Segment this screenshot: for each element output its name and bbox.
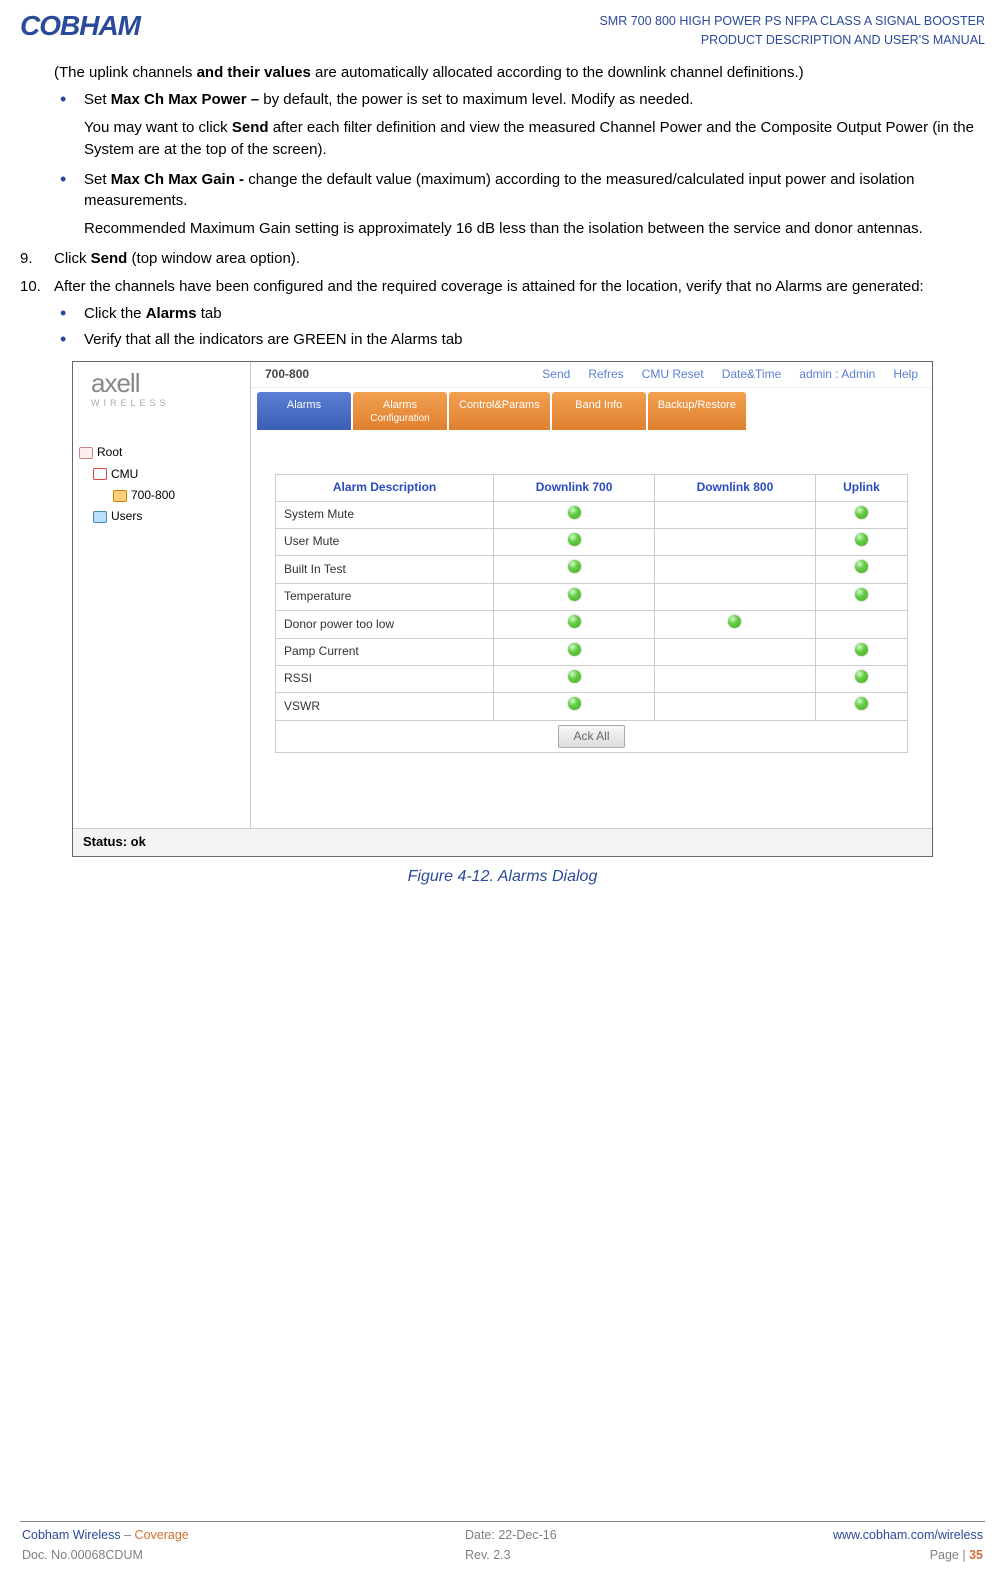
alarm-name: Temperature <box>276 583 494 610</box>
menu-refresh[interactable]: Refres <box>588 366 623 383</box>
intro-para: (The uplink channels and their values ar… <box>54 62 985 84</box>
alarm-name: Pamp Current <box>276 638 494 665</box>
users-icon <box>93 511 107 523</box>
step-10-bullet-1: Click the Alarms tab <box>54 303 985 325</box>
status-dot-icon <box>728 615 741 628</box>
menu-cmu-reset[interactable]: CMU Reset <box>642 366 704 383</box>
doc-title: SMR 700 800 HIGH POWER PS NFPA CLASS A S… <box>599 10 985 50</box>
body-content: (The uplink channels and their values ar… <box>20 62 985 889</box>
tab-backup-restore[interactable]: Backup/Restore <box>648 392 746 430</box>
folder-icon <box>113 490 127 502</box>
figure-caption: Figure 4-12. Alarms Dialog <box>20 865 985 888</box>
step-10: 10. After the channels have been configu… <box>20 276 985 351</box>
status-dot-icon <box>568 588 581 601</box>
menu-date-time[interactable]: Date&Time <box>722 366 782 383</box>
table-row: Pamp Current <box>276 638 908 665</box>
status-dot-icon <box>568 506 581 519</box>
status-dot-icon <box>855 506 868 519</box>
status-dot-icon <box>568 643 581 656</box>
page-footer: Cobham Wireless – Coverage Doc. No.00068… <box>20 1528 985 1570</box>
tab-alarms[interactable]: Alarms <box>257 392 351 430</box>
alarms-panel: Alarm Description Downlink 700 Downlink … <box>251 438 932 828</box>
menu-admin[interactable]: admin : Admin <box>799 366 875 383</box>
axell-logo-sub: WIRELESS <box>91 397 242 410</box>
status-dot-icon <box>568 670 581 683</box>
step-9-number: 9. <box>20 248 50 270</box>
doc-title-line1: SMR 700 800 HIGH POWER PS NFPA CLASS A S… <box>599 12 985 31</box>
alarm-name: Donor power too low <box>276 611 494 638</box>
tree-users[interactable]: Users <box>73 506 250 527</box>
alarm-name: System Mute <box>276 501 494 528</box>
step-9: 9. Click Send (top window area option). <box>20 248 985 270</box>
status-bar: Status: ok <box>73 828 932 856</box>
tab-control-params[interactable]: Control&Params <box>449 392 550 430</box>
alarm-name: RSSI <box>276 665 494 692</box>
alarm-name: Built In Test <box>276 556 494 583</box>
col-alarm-desc: Alarm Description <box>276 475 494 501</box>
doc-title-line2: PRODUCT DESCRIPTION AND USER'S MANUAL <box>599 31 985 50</box>
footer-url: www.cobham.com/wireless <box>833 1528 983 1542</box>
top-menu-bar: 700-800 Send Refres CMU Reset Date&Time … <box>251 362 932 388</box>
status-dot-icon <box>855 560 868 573</box>
status-value: ok <box>131 834 146 849</box>
tree-700-800[interactable]: 700-800 <box>73 485 250 506</box>
table-row: System Mute <box>276 501 908 528</box>
col-downlink-800: Downlink 800 <box>654 475 815 501</box>
col-downlink-700: Downlink 700 <box>494 475 655 501</box>
tab-bar: Alarms AlarmsConfiguration Control&Param… <box>251 388 932 430</box>
status-dot-icon <box>855 697 868 710</box>
status-dot-icon <box>855 533 868 546</box>
menu-send[interactable]: Send <box>542 366 570 383</box>
table-row: VSWR <box>276 693 908 720</box>
ack-all-button[interactable]: Ack All <box>558 725 624 748</box>
table-row: Built In Test <box>276 556 908 583</box>
table-row: Donor power too low <box>276 611 908 638</box>
alarm-name: VSWR <box>276 693 494 720</box>
footer-date: Date: 22-Dec-16 <box>465 1528 557 1542</box>
bullet-max-gain: Set Max Ch Max Gain - change the default… <box>54 169 985 240</box>
footer-rev: Rev. 2.3 <box>465 1548 557 1562</box>
footer-doc-no: Doc. No.00068CDUM <box>22 1548 189 1562</box>
status-dot-icon <box>568 533 581 546</box>
tab-alarms-config[interactable]: AlarmsConfiguration <box>353 392 447 430</box>
alarms-screenshot: axell WIRELESS 700-800 Send Refres CMU R… <box>72 361 933 857</box>
axell-logo-panel: axell WIRELESS <box>73 362 251 438</box>
status-dot-icon <box>855 670 868 683</box>
status-dot-icon <box>855 588 868 601</box>
col-uplink: Uplink <box>815 475 907 501</box>
table-row: User Mute <box>276 528 908 555</box>
flag-icon <box>93 468 107 480</box>
menu-help[interactable]: Help <box>893 366 918 383</box>
tree-cmu[interactable]: CMU <box>73 464 250 485</box>
status-dot-icon <box>855 643 868 656</box>
bullet-max-gain-sub: Recommended Maximum Gain setting is appr… <box>84 218 985 240</box>
status-dot-icon <box>568 615 581 628</box>
alarms-table: Alarm Description Downlink 700 Downlink … <box>275 474 908 753</box>
page-header: COBHAM SMR 700 800 HIGH POWER PS NFPA CL… <box>20 10 985 50</box>
footer-rule <box>20 1521 985 1522</box>
bullet-max-power-sub: You may want to click Send after each fi… <box>84 117 985 161</box>
cobham-logo: COBHAM <box>20 10 140 42</box>
footer-company: Cobham Wireless – Coverage <box>22 1528 189 1542</box>
table-row: RSSI <box>276 665 908 692</box>
footer-page: Page | 35 <box>833 1548 983 1562</box>
tab-band-info[interactable]: Band Info <box>552 392 646 430</box>
table-row: Temperature <box>276 583 908 610</box>
step-10-bullet-2: Verify that all the indicators are GREEN… <box>54 329 985 351</box>
bullet-max-power: Set Max Ch Max Power – by default, the p… <box>54 89 985 160</box>
step-10-number: 10. <box>20 276 50 298</box>
alarm-name: User Mute <box>276 528 494 555</box>
root-icon <box>79 447 93 459</box>
tree-root[interactable]: Root <box>73 442 250 463</box>
device-label: 700-800 <box>265 366 309 383</box>
axell-logo-text: axell <box>91 372 242 395</box>
status-dot-icon <box>568 697 581 710</box>
nav-tree: Root CMU 700-800 Users <box>73 438 251 828</box>
status-dot-icon <box>568 560 581 573</box>
